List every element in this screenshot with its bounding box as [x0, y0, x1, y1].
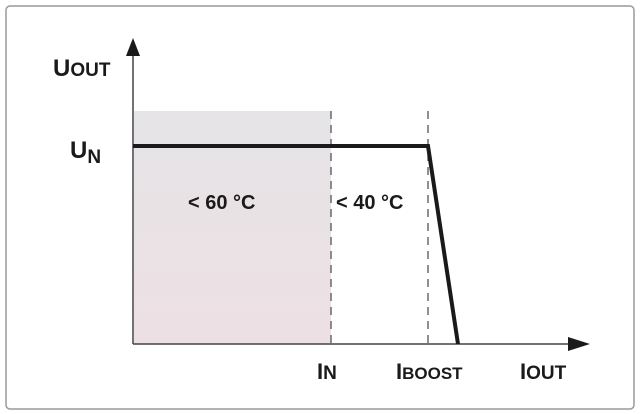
y-axis-arrow-icon — [126, 38, 140, 56]
region-40-label: < 40 °C — [336, 192, 403, 214]
in-label: IN — [317, 359, 337, 384]
output-characteristic-line — [133, 144, 460, 345]
region-60-label: < 60 °C — [188, 192, 255, 214]
y-axis-label: UOUT — [53, 55, 111, 82]
x-axis-label: IOUT — [520, 359, 567, 384]
un-label: UN — [70, 137, 101, 168]
iboost-label: IBOOST — [396, 359, 463, 384]
x-axis-arrow-icon — [568, 337, 590, 351]
temperature-region-60 — [134, 111, 331, 344]
